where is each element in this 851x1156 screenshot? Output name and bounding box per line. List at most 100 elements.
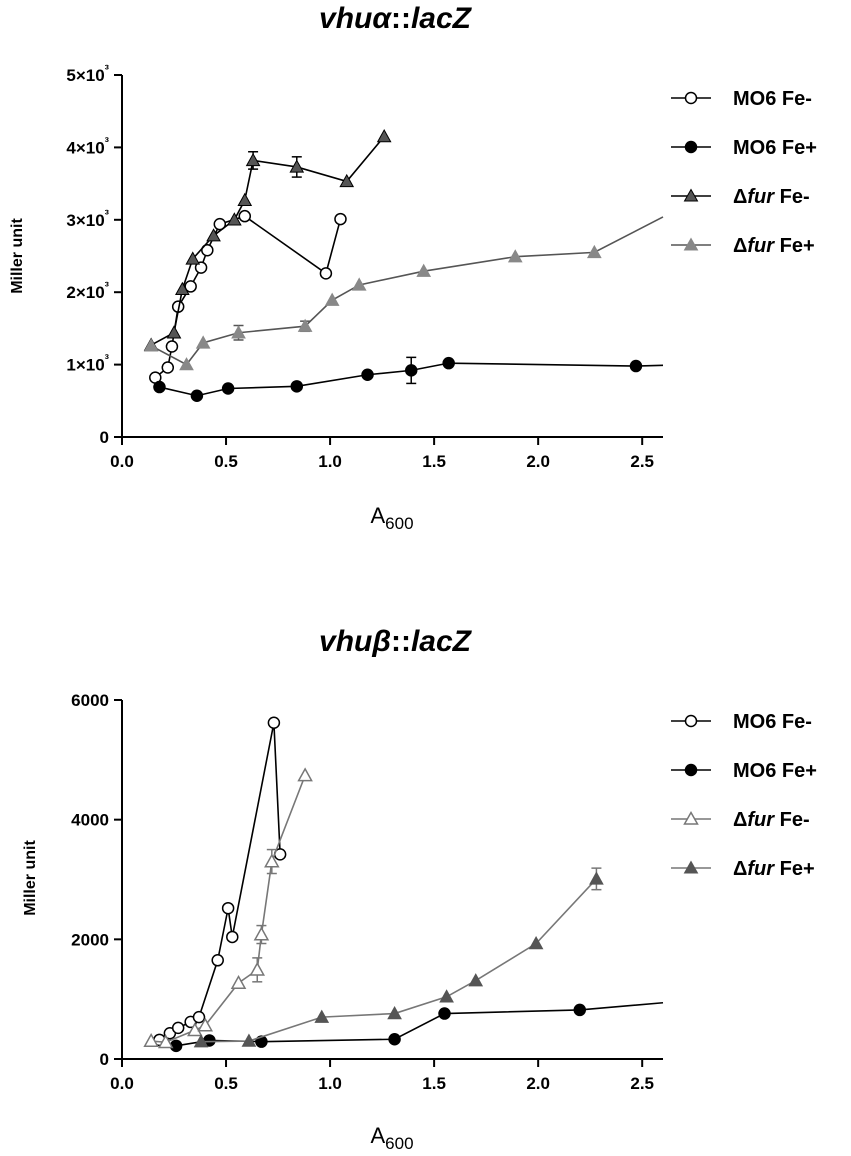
legend-label: Δfur Fe+ [733,235,815,257]
data-point [227,212,242,226]
legend-label-gene: fur [747,858,775,880]
legend-label-gene: fur [747,809,775,831]
legend-label-gene: fur [747,235,775,257]
data-point [161,361,175,374]
x-tick-label: 1.0 [318,452,342,471]
x-tick-label: 2.5 [630,1074,654,1093]
data-point [297,318,313,332]
chart-1-x-axis-label-main: A [370,503,385,528]
legend-item-dfur-fe-plus: Δfur Fe+ [671,858,815,880]
series-mo6-fe- [153,356,664,402]
chart-2-title-reporter: lacZ [410,625,471,658]
series-line [201,878,598,1043]
data-point [237,192,253,206]
y-tick-label: 4×10³ [66,134,109,157]
legend-label: MO6 Fe+ [733,137,817,159]
data-point [221,901,235,915]
y-tick-label: 1×10³ [66,352,109,375]
data-point [241,1033,257,1047]
chart-1-x-axis-label-sub: 600 [385,514,413,533]
data-point [264,853,280,868]
chart-2-title: vhuβ::lacZ [0,625,790,659]
data-point [226,930,239,944]
chart-1: 0 1×10³ 2×10³ 3×10³ 4×10³ 5×10³ 0.0 0.5 1.0 1.5 2.… [9,62,817,533]
data-point [187,1022,203,1037]
chart-2-legend: MO6 Fe- MO6 Fe+ Δfur Fe- Δfur Fe+ [671,711,817,880]
legend-label: MO6 Fe+ [733,760,817,782]
data-point [153,380,166,394]
legend-label-condition: Fe- [774,809,810,831]
legend-item-dfur-fe-minus: Δfur Fe- [671,809,810,831]
x-tick-label: 1.0 [318,1074,342,1093]
data-point [290,380,304,393]
y-tick-label: 3×10³ [66,207,109,230]
legend-item-dfur-fe-minus: Δfur Fe- [671,186,810,208]
x-tick-label: 2.5 [630,452,654,471]
chart-1-x-axis-label: A600 [370,503,413,533]
legend-marker [684,140,698,154]
data-point [629,359,643,373]
legend-label-delta: Δ [733,858,747,880]
series-mo6-fe- [169,1001,664,1053]
y-tick-label: 2000 [71,930,109,949]
data-point [185,251,201,265]
data-point [169,1039,183,1053]
data-point [297,767,313,782]
data-point [573,1003,587,1017]
data-point [289,159,305,173]
legend-item-mo6-fe-plus: MO6 Fe+ [671,137,817,159]
legend-label-condition: Fe+ [774,235,815,257]
data-point [194,261,208,274]
chart-1-y-axis-label: Miller unit [9,218,26,294]
data-point [388,1033,401,1046]
data-point [404,364,418,377]
legend-item-mo6-fe-minus: MO6 Fe- [671,88,812,110]
legend-item-dfur-fe-plus: Δfur Fe+ [671,235,815,257]
series--fur-fe- [193,867,604,1048]
data-point [468,973,484,987]
data-point [171,1021,185,1035]
y-tick-label: 2×10³ [66,279,109,302]
data-point [324,292,340,306]
data-point [195,335,211,349]
series-mo6-fe- [149,209,347,384]
legend-item-mo6-fe-minus: MO6 Fe- [671,711,812,733]
data-point [376,129,392,143]
chart-2-title-gene: vhuβ [319,625,391,658]
data-point [165,340,179,353]
data-point [192,1010,206,1024]
data-point [267,716,281,729]
data-point [589,871,604,885]
series-line [150,136,385,346]
legend-label-delta: Δ [733,186,747,208]
y-tick-label: 0 [100,428,109,447]
chart-1-title-sep: :: [390,2,411,35]
legend-label: Δfur Fe+ [733,858,815,880]
data-point [387,1005,402,1020]
data-point [319,267,333,280]
series--fur-fe- [143,767,313,1049]
legend-label-condition: Fe- [774,186,810,208]
chart-1-title-gene: vhuα [319,2,391,35]
legend-marker [683,188,699,202]
series--fur-fe- [143,216,664,371]
series-line [159,722,281,1041]
legend-label: MO6 Fe- [733,711,812,733]
y-tick-label: 5×10³ [66,62,109,85]
chart-1-plot-area: 0 1×10³ 2×10³ 3×10³ 4×10³ 5×10³ 0.0 0.5 1.0 1.5 2.… [66,62,664,471]
chart-2-title-sep: :: [390,625,411,658]
data-point [201,243,214,257]
x-tick-label: 1.5 [422,452,446,471]
legend-marker [684,763,698,777]
chart-2-x-axis-label: A600 [370,1123,413,1153]
series-line [150,216,664,366]
data-point [507,249,523,263]
legend-label-gene: fur [747,186,775,208]
series--fur-fe- [143,129,392,351]
data-point [143,338,159,352]
data-point [438,1007,451,1020]
data-point [351,277,367,291]
legend-marker [683,237,699,251]
legend-marker [683,810,699,825]
x-tick-label: 2.0 [526,452,550,471]
